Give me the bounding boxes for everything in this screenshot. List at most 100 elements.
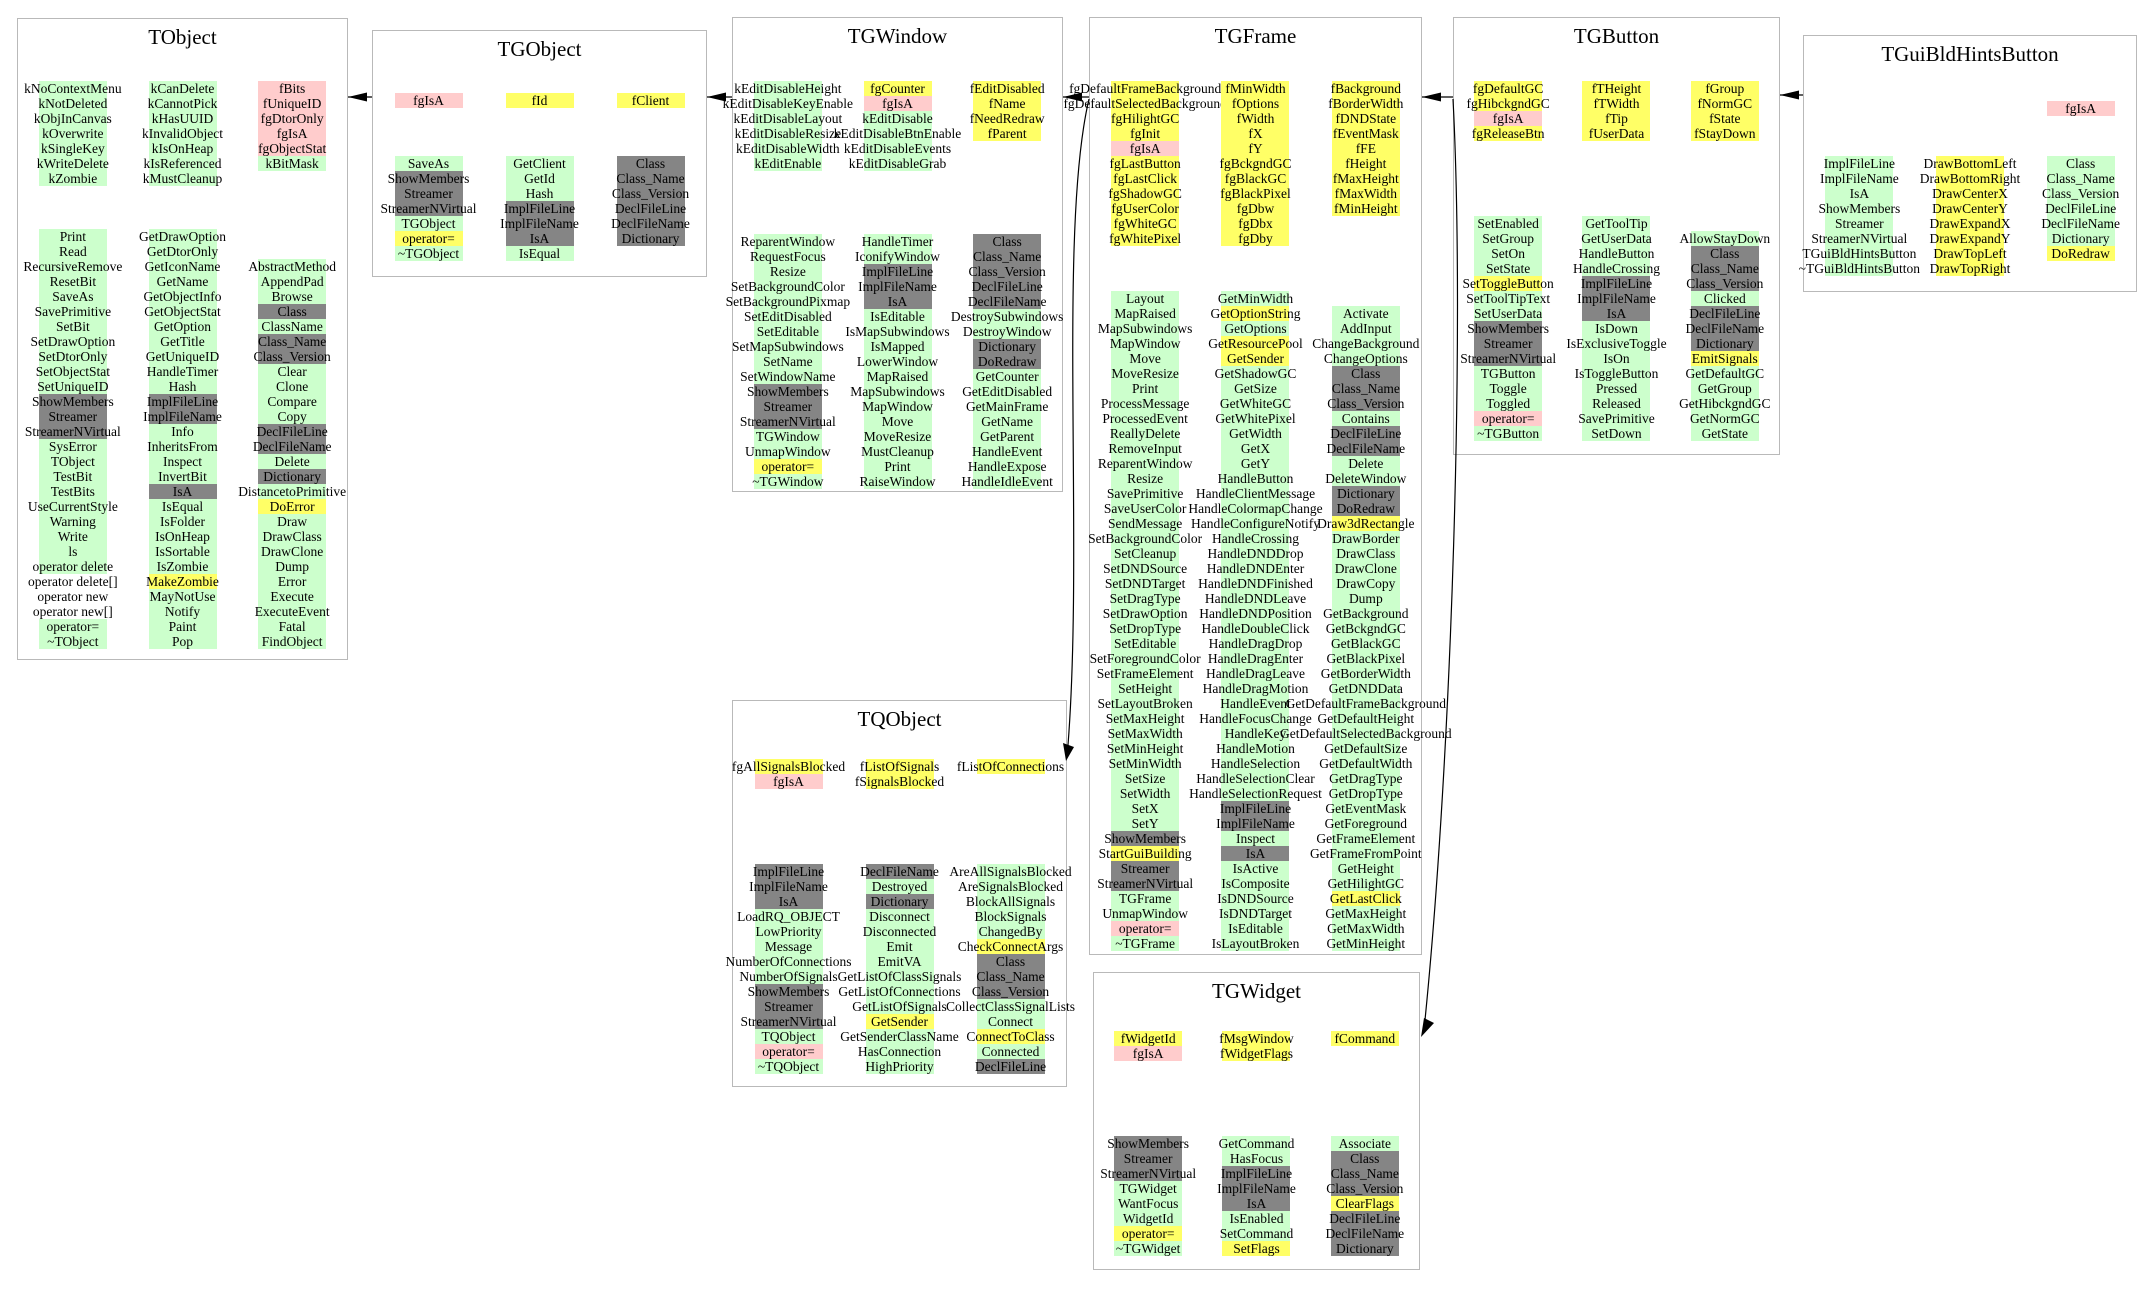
member-label: operator delete — [32, 559, 114, 574]
member-cell: MakeZombie — [146, 574, 219, 589]
member-label: SaveUserColor — [1103, 501, 1187, 516]
member-label: TGWindow — [755, 429, 820, 444]
member-label: Emit — [886, 939, 913, 954]
member-label: GetOption — [154, 319, 211, 334]
member-cell: Inspect — [1221, 831, 1290, 846]
member-label: SetUserData — [1474, 306, 1543, 321]
member-cell: SetMaxWidth — [1108, 726, 1183, 741]
member-label: HandleDNDPosition — [1199, 606, 1312, 621]
member-cell: IsEditable — [1221, 921, 1290, 936]
member-cell: DrawBottomLeft — [1924, 156, 2017, 171]
member-cell: TQObject — [754, 1029, 823, 1044]
member-label: HandleColormapChange — [1188, 501, 1323, 516]
member-label: IsLayoutBroken — [1211, 936, 1300, 951]
member-label: Read — [58, 244, 87, 259]
member-label: GetDefaultWidth — [1319, 756, 1413, 771]
member-cell: GetObjectInfo — [144, 289, 221, 304]
member-label: UnmapWindow — [1102, 906, 1189, 921]
member-cell: GetDefaultSelectedBackground — [1280, 726, 1452, 741]
member-label: StreamerNVirtual — [1100, 1166, 1197, 1181]
member-cell: fgWhiteGC — [1111, 216, 1180, 231]
member-cell: Delete — [258, 454, 327, 469]
member-cell: TObject — [38, 454, 107, 469]
member-label: SavePrimitive — [1578, 411, 1655, 426]
member-label: fTip — [1605, 111, 1628, 126]
member-cell: SysError — [38, 439, 107, 454]
member-label: Draw3dRectangle — [1317, 516, 1415, 531]
member-label: Streamer — [763, 399, 813, 414]
member-label: StreamerNVirtual — [1097, 876, 1194, 891]
member-cell: Class_Version — [612, 186, 689, 201]
member-label: Contains — [1341, 411, 1390, 426]
member-cell: DeclFileLine — [1329, 1211, 1400, 1226]
member-cell: kHasUUID — [148, 111, 217, 126]
member-column: fId — [484, 93, 595, 108]
member-cell: ShowMembers — [1818, 201, 1900, 216]
member-label: fgReleaseBtn — [1471, 126, 1545, 141]
member-cell: GetSenderClassName — [840, 1029, 959, 1044]
member-cell: fgDefaultFrameBackground — [1069, 81, 1221, 96]
member-label: IsDNDTarget — [1218, 906, 1293, 921]
member-cell: Layout — [1111, 291, 1180, 306]
arrowhead-icon — [1422, 92, 1441, 102]
member-cell: ~TGWidget — [1114, 1241, 1183, 1256]
member-label: Streamer — [1120, 861, 1170, 876]
member-cell: GetToolTip — [1582, 216, 1651, 231]
member-label: ImplFileName — [500, 216, 579, 231]
member-label: fName — [988, 96, 1026, 111]
member-label: TestBit — [53, 469, 93, 484]
member-cell: operator= — [38, 619, 107, 634]
member-label: GetToolTip — [1585, 216, 1648, 231]
member-label: fUserData — [1588, 126, 1645, 141]
member-label: GetParent — [980, 429, 1035, 444]
member-cell: HandleDNDDrop — [1208, 546, 1303, 561]
member-cell: fMinWidth — [1221, 81, 1290, 96]
member-cell: DrawExpandY — [1930, 231, 2011, 246]
member-column: kCanDelete kCannotPick kHasUUID kInvalidObj… — [128, 81, 238, 186]
member-cell: Copy — [258, 409, 327, 424]
member-label: DrawCenterY — [1932, 201, 2008, 216]
member-cell: fNormGC — [1690, 96, 1759, 111]
class-title: TGObject — [497, 37, 582, 61]
member-cell: SetEnabled — [1474, 216, 1543, 231]
member-label: fWidgetFlags — [1220, 1046, 1293, 1061]
member-label: HandleDragLeave — [1206, 666, 1305, 681]
member-cell: SetBackgroundPixmap — [726, 294, 850, 309]
member-cell: fName — [973, 96, 1042, 111]
member-label: CheckConnectArgs — [957, 939, 1064, 954]
member-cell: Class_Version — [1327, 396, 1404, 411]
member-label: UnmapWindow — [744, 444, 831, 459]
member-cell: Dictionary — [1690, 336, 1759, 351]
member-cell: MapRaised — [863, 369, 932, 384]
member-label: Dictionary — [2051, 231, 2110, 246]
member-cell: MustCleanup — [861, 444, 934, 459]
member-label: GetShadowGC — [1214, 366, 1297, 381]
member-label: HandleCrossing — [1572, 261, 1660, 276]
member-cell: DrawClass — [258, 529, 327, 544]
member-cell: GetBlackGC — [1331, 636, 1401, 651]
member-column: GetMinWidth GetOptionString GetOptions GetR… — [1188, 291, 1323, 951]
member-cell: SaveAs — [38, 289, 107, 304]
member-cell: operator= — [1474, 411, 1543, 426]
member-cell: RemoveInput — [1108, 441, 1182, 456]
member-cell: DeclFileName — [2041, 216, 2120, 231]
member-label: Dictionary — [1695, 336, 1754, 351]
member-cell: DeclFileLine — [2045, 201, 2116, 216]
member-cell: HandleDragEnter — [1208, 651, 1303, 666]
member-label: fgLastClick — [1113, 171, 1178, 186]
member-cell: Compare — [258, 394, 327, 409]
member-cell: Dictionary — [973, 339, 1042, 354]
member-cell: ImplFileName — [1820, 171, 1899, 186]
member-label: HandleDoubleClick — [1201, 621, 1310, 636]
member-label: HandleFocusChange — [1199, 711, 1312, 726]
member-cell: kEditDisableBtnEnable — [834, 126, 961, 141]
member-label: StreamerNVirtual — [1460, 351, 1557, 366]
member-label: fgCounter — [870, 81, 925, 96]
member-cell: fMaxHeight — [1331, 171, 1400, 186]
member-label: GetWhiteGC — [1219, 396, 1292, 411]
member-label: Class_Name — [1331, 381, 1400, 396]
member-cell: kZombie — [38, 171, 107, 186]
member-cell: fMaxWidth — [1331, 186, 1400, 201]
member-cell: SetDNDSource — [1103, 561, 1187, 576]
member-column: DrawBottomLeft DrawBottomRight DrawCenterX… — [1915, 156, 2026, 276]
